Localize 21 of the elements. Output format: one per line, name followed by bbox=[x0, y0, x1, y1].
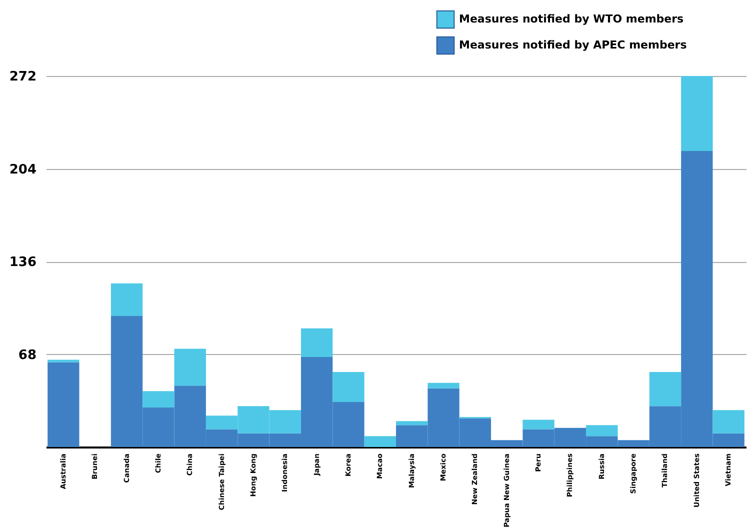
bar bbox=[712, 410, 744, 434]
bar bbox=[586, 425, 618, 436]
bar bbox=[48, 360, 80, 362]
bar bbox=[300, 328, 333, 357]
y-tick-label: 136 bbox=[9, 255, 36, 270]
bar bbox=[396, 421, 428, 426]
bar bbox=[681, 76, 713, 152]
y-tick-label: 204 bbox=[9, 162, 36, 178]
bar bbox=[142, 391, 174, 408]
bar bbox=[428, 382, 460, 388]
y-tick-label: 68 bbox=[18, 348, 36, 363]
bar bbox=[364, 436, 396, 447]
bar bbox=[649, 372, 682, 406]
bar bbox=[332, 372, 364, 402]
legend-label: Measures notified by APEC members bbox=[459, 38, 688, 52]
bar bbox=[110, 283, 143, 316]
bar bbox=[522, 420, 554, 430]
bar bbox=[174, 348, 206, 386]
legend-label: Measures notified by WTO members bbox=[459, 12, 684, 26]
y-tick-label: 272 bbox=[9, 70, 36, 84]
bar bbox=[48, 362, 80, 447]
